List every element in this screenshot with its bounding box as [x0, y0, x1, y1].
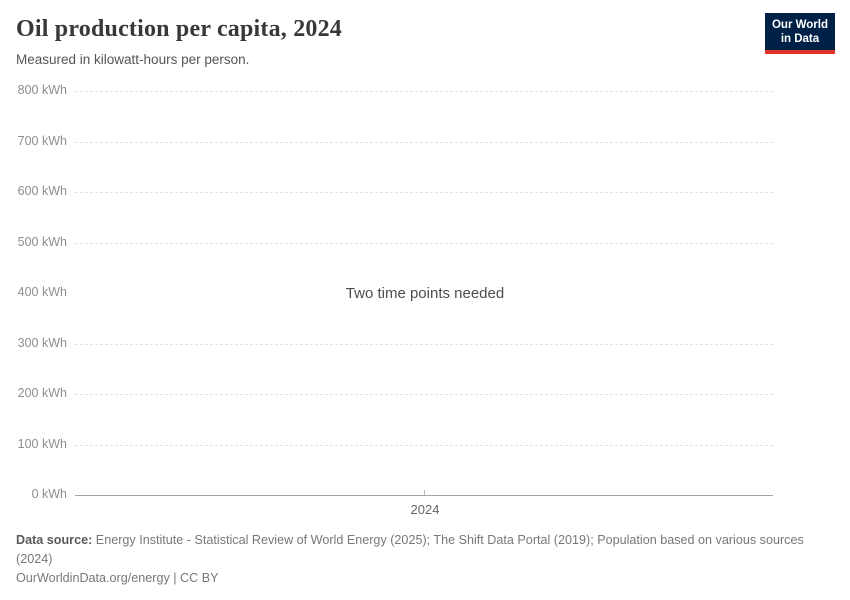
- license-line[interactable]: OurWorldinData.org/energy | CC BY: [16, 571, 219, 585]
- owid-logo[interactable]: Our World in Data: [764, 13, 835, 54]
- chart-title: Oil production per capita, 2024: [16, 16, 343, 42]
- owid-logo-line1: Our World: [771, 19, 828, 31]
- gridline: [75, 293, 773, 294]
- gridline: [75, 192, 773, 193]
- owid-logo-line2: in Data: [780, 32, 820, 45]
- x-axis-line: [75, 495, 773, 496]
- y-axis-tick-label: 600 kWh: [17, 184, 67, 198]
- chart-footer: Data source: Energy Institute - Statisti…: [16, 531, 816, 588]
- y-axis-tick-label: 400 kWh: [17, 285, 67, 299]
- gridline: [75, 243, 773, 244]
- gridline: [75, 142, 773, 143]
- gridline: [75, 445, 773, 446]
- y-axis-tick-label: 0 kWh: [31, 487, 67, 501]
- gridline: [75, 394, 773, 395]
- data-source-label: Data source:: [16, 533, 93, 547]
- y-axis-tick-label: 800 kWh: [17, 83, 67, 97]
- data-source-line: Data source: Energy Institute - Statisti…: [16, 531, 816, 569]
- y-axis-tick-label: 100 kWh: [17, 437, 67, 451]
- data-source-text: Energy Institute - Statistical Review of…: [16, 533, 804, 566]
- gridline: [75, 91, 773, 92]
- y-axis-tick-label: 700 kWh: [17, 134, 67, 148]
- x-axis-tick-mark: [424, 490, 425, 495]
- chart-subtitle: Measured in kilowatt-hours per person.: [16, 52, 250, 67]
- y-axis-tick-label: 500 kWh: [17, 235, 67, 249]
- gridline: [75, 344, 773, 345]
- y-axis-tick-label: 200 kWh: [17, 386, 67, 400]
- x-axis-tick-label: 2024: [410, 502, 440, 517]
- y-axis-tick-label: 300 kWh: [17, 336, 67, 350]
